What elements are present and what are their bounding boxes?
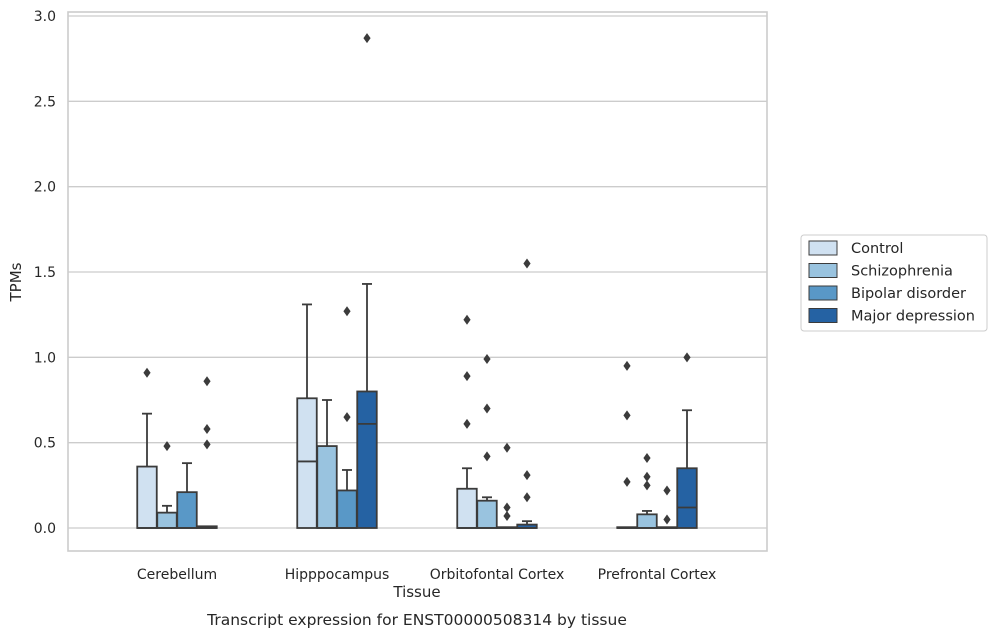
box-0-0: [136, 367, 158, 529]
legend-item: Schizophrenia: [808, 263, 953, 280]
y-tick-label: 1.5: [34, 265, 56, 281]
y-tick-label: 2.0: [34, 180, 56, 196]
legend-frame: [800, 234, 988, 332]
outlier-point: [483, 354, 491, 365]
legend-swatch: [808, 308, 838, 323]
box-body: [476, 499, 498, 529]
outlier-point: [643, 480, 651, 491]
outlier-point: [623, 476, 631, 487]
outlier-point: [163, 441, 171, 452]
legend: Control Schizophrenia Bipolar disorder Majo…: [800, 234, 988, 332]
x-tick-label: Prefrontal Cortex: [598, 567, 717, 583]
outlier-point: [463, 314, 471, 325]
box-body: [296, 397, 318, 529]
legend-item: Major depression: [808, 308, 975, 325]
legend-swatch: [808, 263, 838, 278]
outlier-point: [643, 471, 651, 482]
outlier-point: [523, 492, 531, 503]
outlier-point: [503, 442, 511, 453]
box-1-1: [316, 399, 338, 529]
y-axis-label: TPMs: [7, 262, 25, 302]
boxes: [136, 33, 698, 529]
box-body: [176, 491, 198, 529]
box-1-3: [356, 33, 378, 529]
outlier-point: [683, 352, 691, 363]
legend-swatch: [808, 240, 838, 256]
x-tick-label: Hipppocampus: [285, 567, 390, 583]
box-body: [456, 487, 478, 529]
y-tick-label: 1.0: [34, 350, 56, 366]
x-tick-label: Orbitofontal Cortex: [430, 567, 565, 583]
y-tick-labels: 0.0 0.5 1.0 1.5 2.0 2.5 3.0: [34, 9, 56, 537]
box-1-2: [336, 306, 358, 529]
box-body: [316, 445, 338, 529]
plot-background: [68, 12, 767, 551]
x-tick-labels: Cerebellum Hipppocampus Orbitofontal Corte…: [137, 567, 716, 583]
plot-frame: [67, 11, 768, 552]
outlier-point: [343, 412, 351, 423]
y-tick-label: 3.0: [34, 9, 56, 25]
box-2-0: [456, 314, 478, 529]
outlier-point: [643, 453, 651, 464]
outlier-point: [503, 502, 511, 513]
box-2-1: [476, 354, 498, 529]
y-tick-label: 0.5: [34, 436, 56, 452]
outlier-point: [503, 511, 511, 522]
outlier-point: [203, 439, 211, 450]
outlier-point: [663, 485, 671, 496]
outlier-point: [623, 410, 631, 421]
box-body: [676, 467, 698, 529]
box-0-2: [176, 462, 198, 529]
box-0-3: [196, 376, 218, 529]
legend-label: Bipolar disorder: [851, 286, 966, 302]
grid-lines: [68, 15, 767, 529]
outlier-point: [523, 258, 531, 269]
outlier-point: [203, 376, 211, 387]
chart-caption: Transcript expression for ENST0000050831…: [206, 611, 627, 629]
box-body: [336, 489, 358, 529]
x-axis-label: Tissue: [392, 583, 440, 601]
box-3-1: [636, 453, 658, 529]
box-0-1: [156, 441, 178, 529]
y-tick-label: 2.5: [34, 94, 56, 110]
legend-label: Schizophrenia: [851, 264, 953, 280]
outlier-point: [203, 424, 211, 435]
legend-label: Control: [851, 241, 903, 257]
box-body: [156, 511, 178, 529]
box-body: [136, 465, 158, 529]
outlier-point: [483, 403, 491, 414]
legend-item: Bipolar disorder: [808, 285, 966, 302]
outlier-point: [363, 33, 371, 44]
box-body: [636, 513, 658, 529]
y-tick-label: 0.0: [34, 521, 56, 537]
legend-label: Major depression: [851, 309, 975, 325]
box-2-3: [516, 258, 538, 529]
outlier-point: [463, 371, 471, 382]
outlier-point: [143, 367, 151, 378]
box-3-2: [656, 485, 678, 529]
outlier-point: [663, 514, 671, 525]
legend-item: Control: [808, 240, 903, 257]
box-3-3: [676, 352, 698, 529]
outlier-point: [483, 451, 491, 462]
outlier-point: [623, 360, 631, 371]
legend-swatch: [808, 285, 838, 301]
box-body: [356, 390, 378, 529]
x-tick-label: Cerebellum: [137, 567, 217, 583]
outlier-point: [523, 470, 531, 481]
box-2-2: [496, 442, 518, 529]
outlier-point: [343, 306, 351, 317]
outlier-point: [463, 418, 471, 429]
